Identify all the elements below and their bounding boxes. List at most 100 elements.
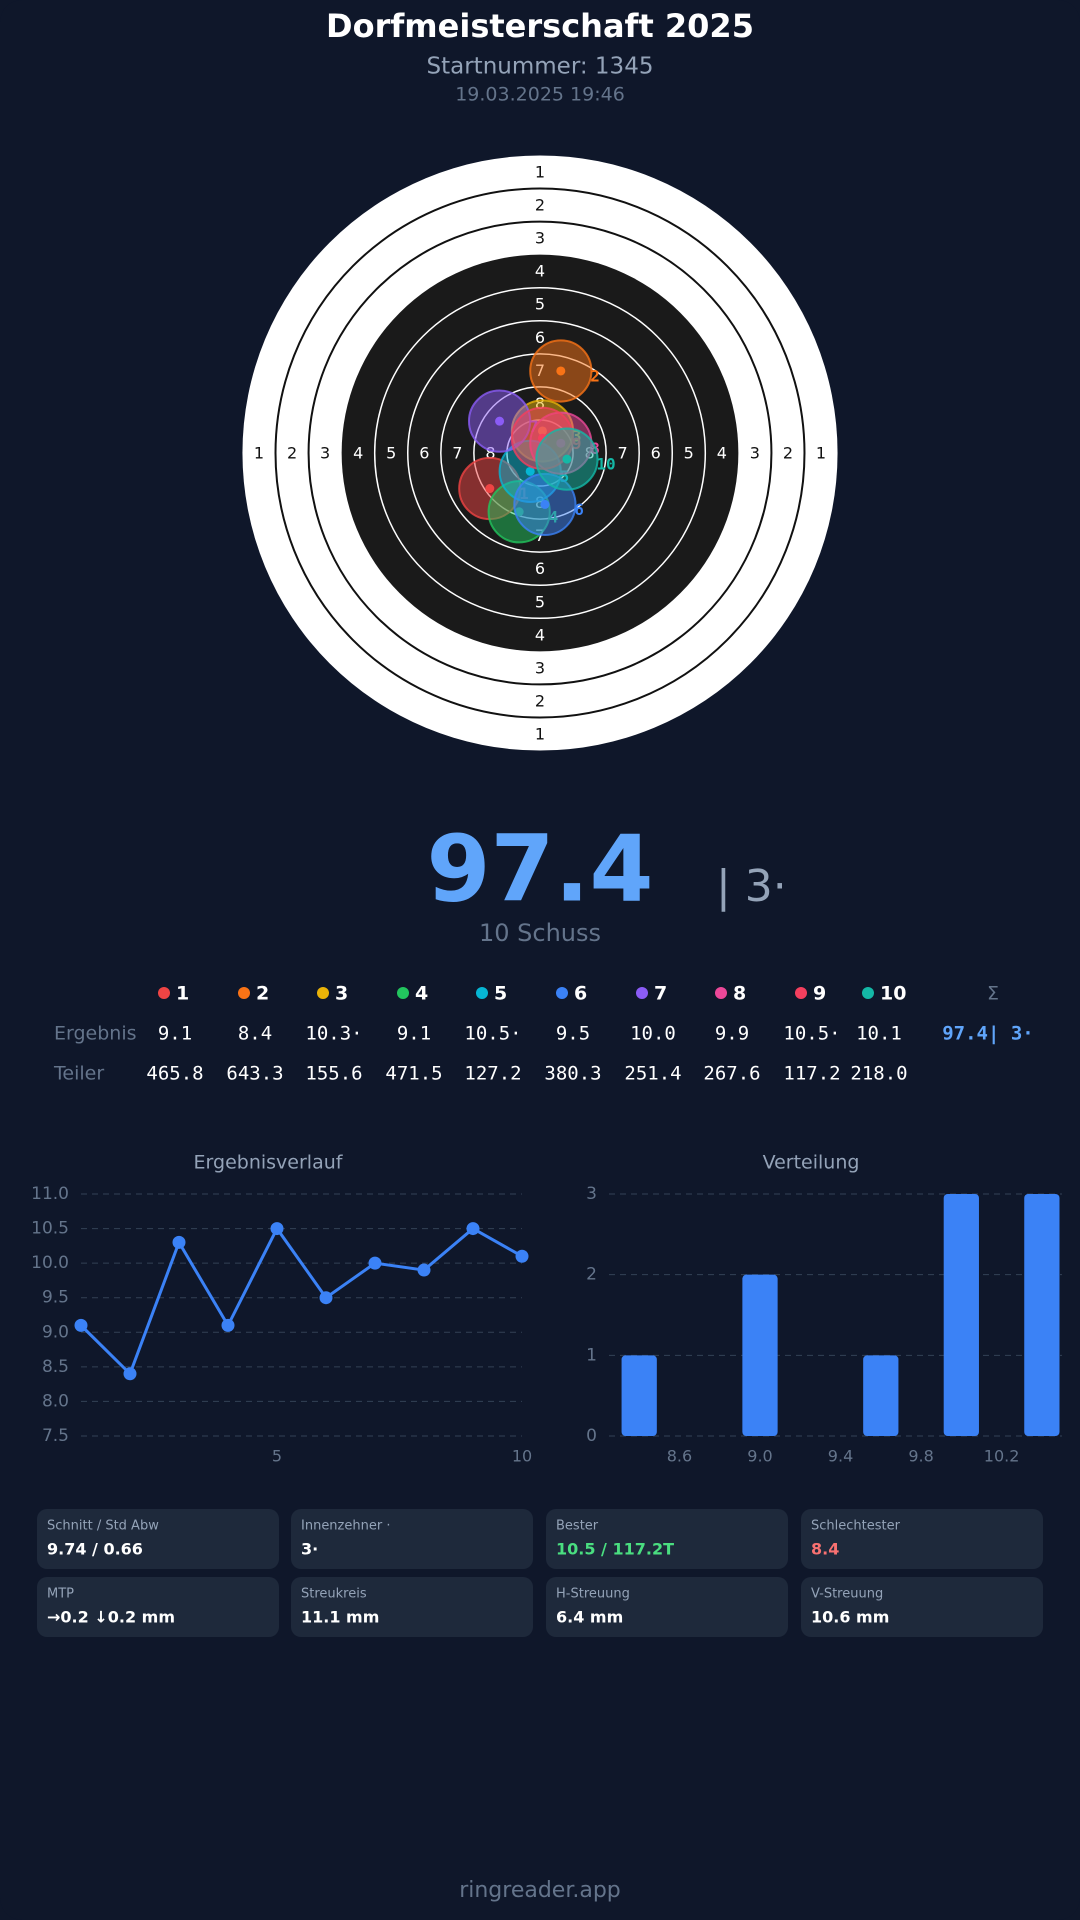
column-header: 2 [256, 983, 269, 1005]
ring-label: 5 [535, 295, 545, 314]
cell: 9.1 [158, 1023, 192, 1045]
stat-card [546, 1509, 788, 1569]
bar [943, 1194, 979, 1436]
y-tick-label: 3 [586, 1184, 597, 1204]
cell: 10.1 [856, 1023, 902, 1045]
x-tick-label: 9.0 [747, 1447, 772, 1466]
shot-center [495, 416, 505, 426]
ring-label: 3 [750, 444, 760, 463]
ring-label: 1 [816, 444, 826, 463]
stat-label: H-Streuung [556, 1587, 630, 1602]
cell: 643.3 [226, 1063, 283, 1085]
point [319, 1291, 333, 1305]
shot-center [540, 499, 550, 509]
row-total: 97.4| 3· [942, 1023, 1034, 1045]
ring-label: 5 [386, 444, 396, 463]
column-header: 4 [415, 983, 428, 1005]
point [270, 1222, 284, 1236]
stat-label: Schnitt / Std Abw [47, 1519, 159, 1534]
cell: 471.5 [385, 1063, 442, 1085]
y-tick-label: 0 [586, 1426, 597, 1446]
shot-label: 10 [596, 455, 615, 474]
ring-label: 3 [535, 658, 545, 677]
cell: 10.5· [783, 1023, 840, 1045]
legend-dot [317, 987, 329, 999]
stat-label: Innenzehner · [301, 1519, 390, 1534]
cell: 10.5· [464, 1023, 521, 1045]
ring-label: 6 [535, 328, 545, 347]
target-ring [373, 286, 707, 620]
ring-label: 6 [535, 559, 545, 578]
bar [742, 1274, 778, 1436]
ring-label: 8 [485, 444, 495, 463]
sum-header: Σ [987, 983, 999, 1005]
chart-title: Ergebnisverlauf [194, 1152, 344, 1174]
shot-label: 2 [590, 367, 600, 386]
ring-label: 4 [353, 444, 363, 463]
y-tick-label: 2 [586, 1265, 597, 1285]
ring-label: 1 [535, 162, 545, 181]
y-tick-label: 10.0 [31, 1253, 69, 1273]
cell: 155.6 [305, 1063, 362, 1085]
cell: 251.4 [624, 1063, 681, 1085]
cell: 218.0 [850, 1063, 907, 1085]
point [368, 1256, 382, 1270]
ring-label: 3 [535, 229, 545, 248]
cell: 267.6 [703, 1063, 760, 1085]
stat-label: Schlechtester [811, 1519, 901, 1534]
point [221, 1318, 235, 1332]
cell: 9.1 [397, 1023, 431, 1045]
stat-value: 9.74 / 0.66 [47, 1540, 143, 1559]
ring-label: 2 [535, 196, 545, 215]
stat-card [801, 1577, 1043, 1637]
ring-label: 1 [254, 444, 264, 463]
ring-label: 6 [419, 444, 429, 463]
stat-card [546, 1577, 788, 1637]
ring-label: 7 [452, 444, 462, 463]
ring-label: 4 [535, 262, 545, 281]
legend-dot [795, 987, 807, 999]
start-number: Startnummer: 1345 [427, 54, 654, 80]
ring-label: 2 [535, 691, 545, 710]
score-total: 97.4 [427, 815, 654, 922]
ring-label: 7 [618, 444, 628, 463]
y-tick-label: 8.0 [42, 1391, 69, 1411]
y-tick-label: 10.5 [31, 1219, 69, 1239]
column-header: 7 [654, 983, 667, 1005]
stat-card [291, 1577, 533, 1637]
y-tick-label: 1 [586, 1345, 597, 1365]
ring-label: 1 [535, 725, 545, 744]
stat-card [37, 1509, 279, 1569]
point [123, 1367, 137, 1381]
column-header: 3 [335, 983, 348, 1005]
point [74, 1318, 88, 1332]
point [417, 1263, 431, 1277]
title: Dorfmeisterschaft 2025 [326, 7, 754, 45]
x-tick-label: 9.8 [908, 1447, 933, 1466]
ring-label: 4 [535, 625, 545, 644]
shot-label: 6 [574, 500, 584, 519]
ring-label: 2 [783, 444, 793, 463]
row-label: Teiler [53, 1063, 104, 1085]
footer: ringreader.app [459, 1878, 621, 1903]
shot-center [525, 466, 535, 476]
target-ring [407, 320, 673, 586]
ring-label: 6 [651, 444, 661, 463]
ring-label: 5 [684, 444, 694, 463]
legend-dot [636, 987, 648, 999]
x-tick-label: 8.6 [667, 1447, 692, 1466]
stat-card [37, 1577, 279, 1637]
column-header: 10 [880, 983, 906, 1005]
column-header: 6 [574, 983, 587, 1005]
legend-dot [397, 987, 409, 999]
x-tick-label: 5 [272, 1447, 282, 1466]
y-tick-label: 7.5 [42, 1426, 69, 1446]
cell: 380.3 [544, 1063, 601, 1085]
row-label: Ergebnis [54, 1023, 137, 1045]
point [515, 1249, 529, 1263]
cell: 9.5 [556, 1023, 590, 1045]
ring-label: 4 [717, 444, 727, 463]
shot-count: 10 Schuss [479, 919, 601, 947]
